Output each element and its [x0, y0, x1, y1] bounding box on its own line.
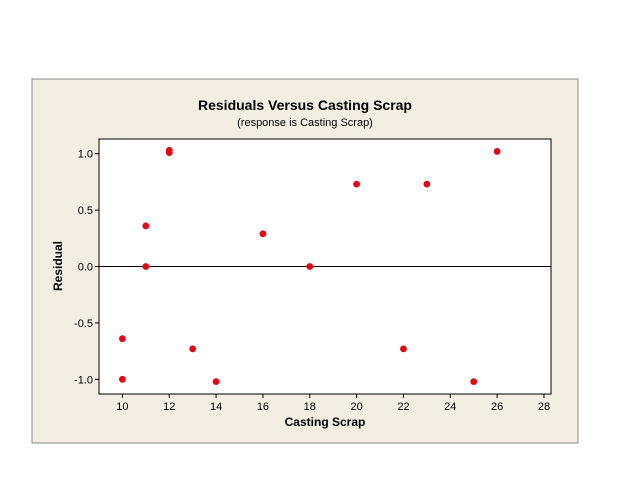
scatter-point: [165, 149, 173, 156]
data-points: [119, 146, 501, 385]
scatter-point: [119, 335, 126, 343]
y-tick-label: -0.5: [74, 318, 93, 330]
x-tick-label: 20: [350, 401, 362, 413]
x-tick-label: 10: [116, 401, 128, 413]
x-tick-label: 22: [397, 401, 409, 413]
y-tick-label: 1.0: [78, 149, 93, 161]
scatter-point: [400, 345, 407, 353]
scatter-point: [306, 263, 314, 270]
x-tick-label: 28: [538, 401, 550, 413]
y-tick-label: 0.5: [78, 205, 93, 217]
scatter-point: [493, 148, 501, 155]
x-tick-label: 24: [444, 401, 456, 413]
y-tick-label: 0.0: [78, 262, 93, 274]
scatter-point: [189, 345, 197, 353]
chart-subtitle: (response is Casting Scrap): [237, 117, 373, 129]
chart-title: Residuals Versus Casting Scrap: [198, 97, 412, 113]
x-tick-label: 26: [491, 401, 503, 413]
x-tick-label: 12: [163, 401, 175, 413]
scatter-point: [119, 375, 126, 383]
y-tick-label: -1.0: [74, 374, 93, 386]
x-tick-label: 14: [210, 401, 222, 413]
scatter-point: [212, 378, 220, 385]
x-tick-label: 18: [304, 401, 316, 413]
scatter-point: [353, 180, 361, 188]
x-axis-label: Casting Scrap: [285, 415, 366, 429]
scatter-point: [142, 222, 150, 230]
y-axis-label: Residual: [51, 241, 65, 291]
x-tick-label: 16: [257, 401, 269, 413]
y-axis-ticks: 1.0 0.5 0.0 -0.5 -1.0: [74, 149, 99, 386]
x-axis-ticks: 10 12 14 16 18 20 22 24 26 28: [116, 394, 550, 413]
scatter-point: [423, 180, 431, 188]
scatter-point: [470, 378, 478, 385]
scatter-point: [259, 230, 267, 238]
scatter-point: [142, 263, 150, 270]
